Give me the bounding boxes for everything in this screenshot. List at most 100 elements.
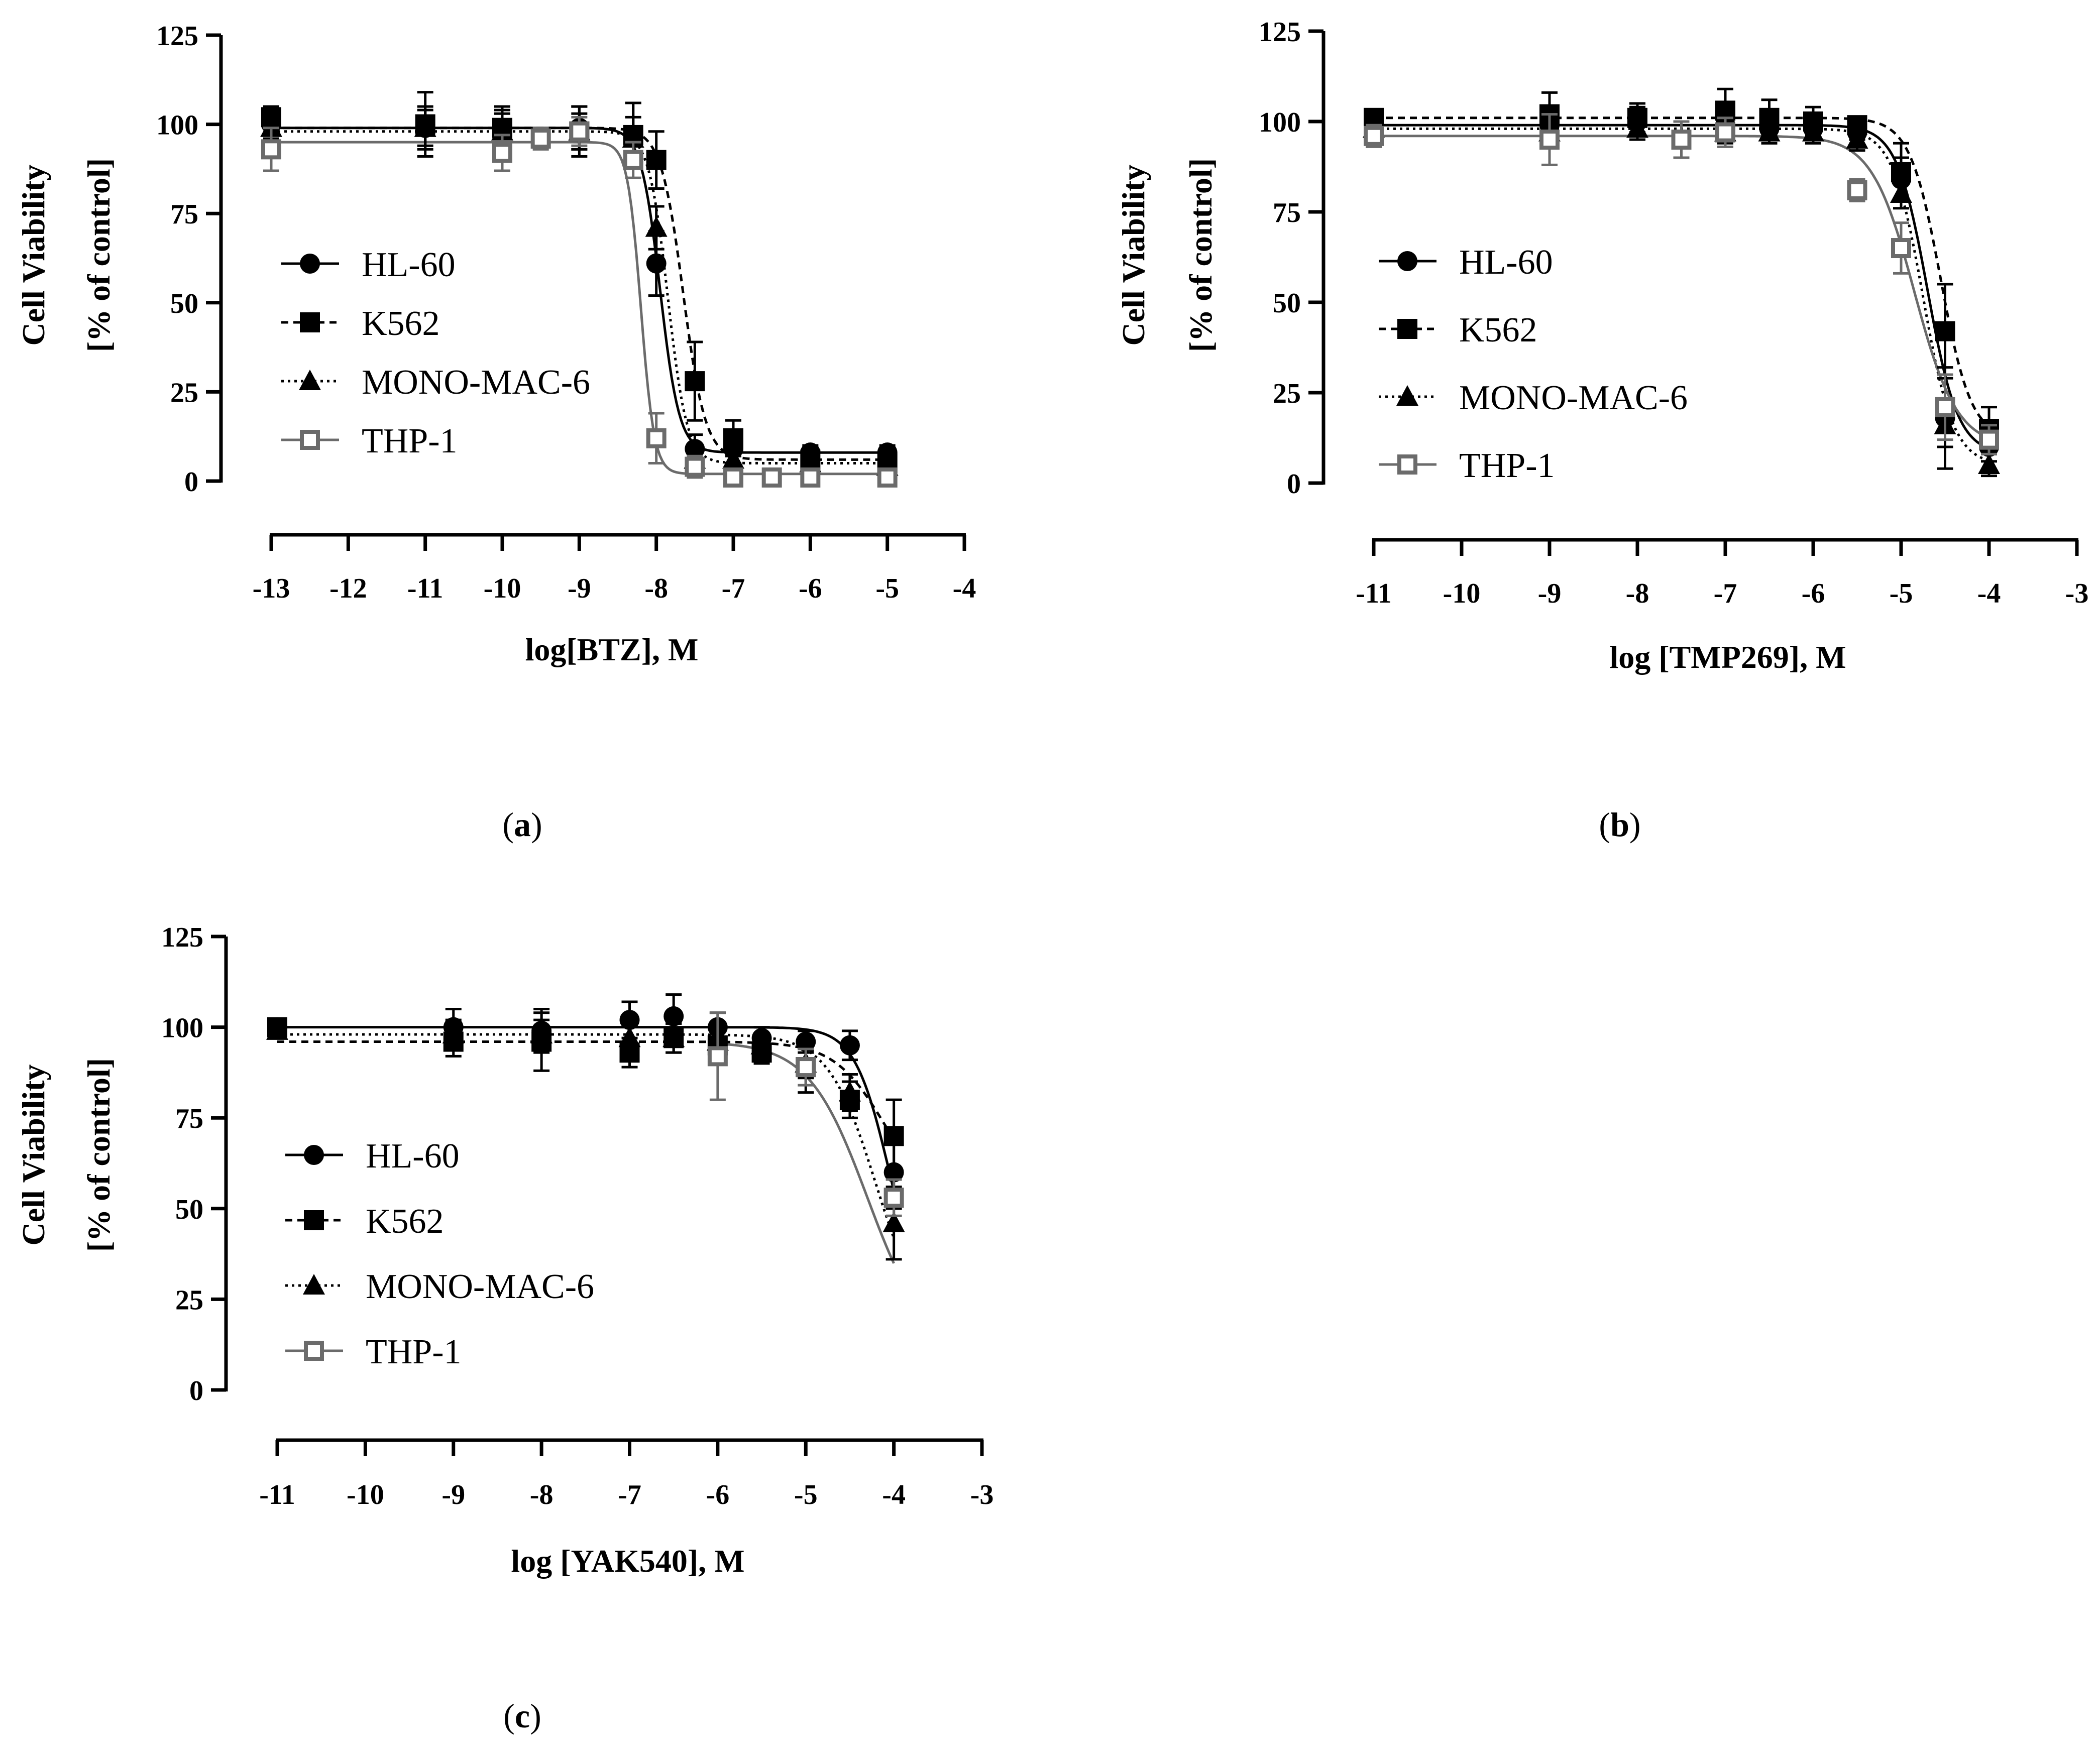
panel-a-y-title-line-2: [% of control] (81, 158, 117, 352)
data-point (1539, 130, 1560, 150)
panel-a-x-tick-label: -13 (253, 573, 290, 604)
panel-c-fit-curve-k562 (277, 1040, 895, 1140)
panel-c: Cell Viability [% of control] log [YAK54… (16, 922, 993, 1735)
panel-b-y-tick-label: 0 (1287, 469, 1301, 500)
legend-label-k562: K562 (366, 1202, 444, 1241)
panel-a: Cell Viability [% of control] log[BTZ], … (16, 21, 976, 844)
panel-b-x-tick-label: -4 (1977, 578, 2001, 609)
data-point (1671, 130, 1692, 150)
data-point (1626, 117, 1648, 138)
panel-b-x-tick-label: -3 (2065, 578, 2089, 609)
panel-a-x-axis-title: log[BTZ], M (525, 632, 699, 667)
panel-b-y-axis-title: Cell Viability [% of control] (1116, 158, 1219, 352)
panel-a-plot: 0 25 50 75 100 125 -13 -12 -11 -10 -9 -8 -7 -6 -5 -4 HL-… (156, 21, 976, 604)
panel-b-series-thp-1 (1364, 113, 1999, 455)
data-point (492, 143, 512, 163)
data-point (800, 467, 821, 488)
panel-c-y-title-line-1: Cell Viability (16, 1065, 51, 1246)
panel-a-x-tick-label: -6 (799, 573, 822, 604)
panel-b-y-title-line-2: [% of control] (1183, 158, 1219, 352)
data-point (645, 216, 668, 237)
panel-c-plot: 0 25 50 75 100 125 -11 -10 -9 -8 -7 -6 -5 -4 -3 HL-60 K5… (161, 922, 993, 1510)
data-point (839, 1035, 860, 1056)
panel-c-y-title-line-2: [% of control] (81, 1058, 117, 1252)
panel-c-y-tick-label: 125 (161, 922, 203, 953)
data-point (569, 121, 590, 142)
panel-a-x-tick-label: -11 (407, 573, 444, 604)
data-point (1935, 397, 1955, 417)
panel-a-fit-curve-mono-mac-6 (271, 130, 888, 464)
data-point (530, 1023, 553, 1044)
data-point (1891, 238, 1911, 258)
panel-a-fit-curve-k562 (271, 127, 888, 461)
data-point (619, 1010, 640, 1030)
panel-c-x-tick-label: -8 (530, 1479, 554, 1510)
panel-c-series-thp-1 (707, 1011, 904, 1217)
panel-c-label: (c) (503, 1697, 541, 1735)
panel-a-y-tick-label: 50 (170, 288, 198, 319)
panel-c-y-tick-label: 50 (175, 1194, 203, 1225)
data-point (799, 451, 822, 473)
panel-a-series-mono-mac-6 (260, 108, 899, 476)
data-point (664, 1006, 684, 1026)
data-point (623, 150, 643, 170)
panel-a-legend: HL-60 K562 MONO-MAC-6 THP-1 (281, 246, 590, 460)
legend-marker (300, 254, 320, 274)
panel-a-series-thp-1 (261, 115, 898, 488)
legend-marker (300, 430, 320, 450)
panel-a-fit-curve-hl-60 (271, 127, 888, 454)
panel-b-y-tick-label: 100 (1259, 107, 1301, 138)
panel-c-y-tick-label: 25 (175, 1284, 203, 1316)
legend-label-hl-60: HL-60 (366, 1137, 460, 1176)
panel-b-x-tick-label: -6 (1802, 578, 1825, 609)
legend-marker (304, 1210, 324, 1230)
data-point (685, 371, 705, 392)
panel-a-x-tick-label: -10 (484, 573, 521, 604)
panel-c-x-tick-label: -11 (259, 1479, 295, 1510)
legend-label-k562: K562 (1459, 311, 1537, 349)
panel-a-y-tick-label: 0 (184, 466, 198, 498)
panel-a-y-tick-label: 75 (170, 199, 198, 230)
legend-marker (299, 370, 321, 390)
panel-c-y-tick-label: 75 (175, 1103, 203, 1134)
panel-c-x-tick-label: -6 (706, 1479, 730, 1510)
data-point (722, 448, 744, 469)
legend-marker (1397, 454, 1417, 475)
legend-marker (304, 1145, 324, 1165)
legend-marker (1397, 251, 1417, 271)
data-point (1846, 128, 1868, 149)
data-point (662, 1026, 685, 1047)
panel-c-x-tick-label: -5 (794, 1479, 818, 1510)
panel-c-x-tick-label: -7 (618, 1479, 641, 1510)
data-point (1978, 453, 2000, 474)
data-point (266, 1019, 288, 1040)
panel-c-series-mono-mac-6 (266, 1018, 905, 1261)
panel-c-x-tick-label: -4 (882, 1479, 906, 1510)
panel-c-legend: HL-60 K562 MONO-MAC-6 THP-1 (285, 1137, 594, 1371)
legend-label-hl-60: HL-60 (362, 246, 456, 284)
legend-label-mono-mac-6: MONO-MAC-6 (1459, 379, 1688, 417)
legend-marker (300, 312, 320, 332)
data-point (883, 1188, 904, 1208)
data-point (838, 1081, 861, 1102)
legend-label-hl-60: HL-60 (1459, 243, 1553, 282)
data-point (442, 1023, 465, 1044)
data-point (1758, 121, 1781, 142)
panel-b-y-tick-label: 25 (1273, 378, 1301, 409)
data-point (796, 1057, 816, 1078)
data-point (646, 253, 667, 274)
panel-a-y-tick-label: 125 (156, 21, 198, 52)
panel-a-y-title-line-1: Cell Viability (16, 165, 51, 346)
data-point (1979, 429, 1999, 450)
panel-b-legend: HL-60 K562 MONO-MAC-6 THP-1 (1379, 243, 1688, 485)
panel-c-x-tick-label: -9 (441, 1479, 465, 1510)
data-point (761, 467, 782, 488)
legend-marker (304, 1341, 324, 1361)
panel-a-label: (a) (502, 805, 542, 844)
legend-label-thp-1: THP-1 (362, 422, 458, 460)
data-point (1364, 126, 1384, 146)
data-point (707, 1046, 728, 1067)
panel-a-y-axis-title: Cell Viability [% of control] (16, 158, 117, 352)
data-point (685, 456, 705, 477)
